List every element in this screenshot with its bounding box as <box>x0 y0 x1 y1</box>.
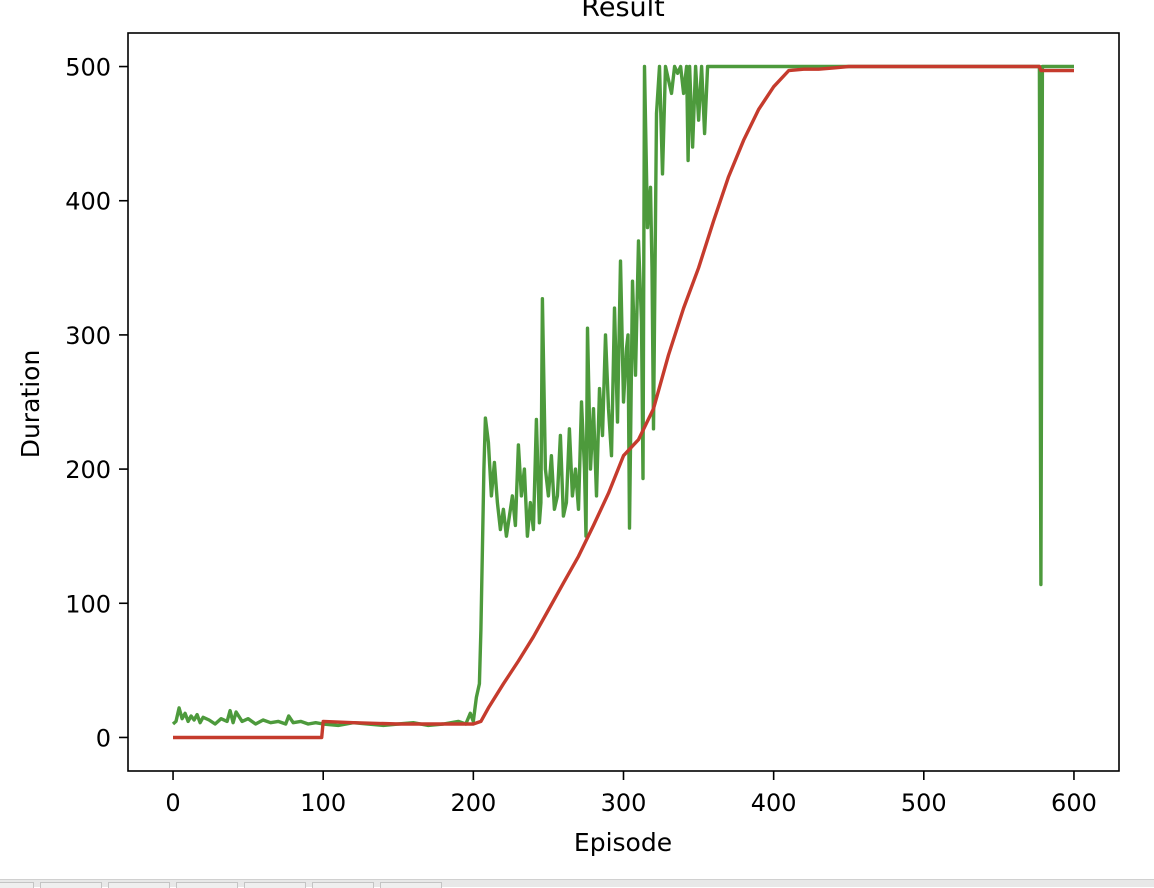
moving-average-line <box>173 64 1074 740</box>
x-tick-label: 100 <box>300 789 346 817</box>
y-tick-label: 500 <box>65 54 111 82</box>
toolbar-button[interactable] <box>176 882 238 888</box>
x-axis: 0 100 200 300 400 500 600 <box>165 771 1097 817</box>
x-tick-label: 200 <box>450 789 496 817</box>
y-tick-label: 0 <box>96 724 111 752</box>
x-tick-label: 300 <box>601 789 647 817</box>
x-axis-label: Episode <box>574 828 672 857</box>
toolbar-button[interactable] <box>40 882 102 888</box>
toolbar-button[interactable] <box>380 882 442 888</box>
chart-title: Result <box>581 0 664 23</box>
y-tick-label: 100 <box>65 590 111 618</box>
bottom-toolbar <box>0 879 1154 888</box>
duration-line <box>171 64 1074 728</box>
y-tick-label: 400 <box>65 188 111 216</box>
x-tick-label: 500 <box>901 789 947 817</box>
x-tick-label: 0 <box>165 789 180 817</box>
toolbar-button[interactable] <box>244 882 306 888</box>
y-tick-label: 200 <box>65 456 111 484</box>
series-layer <box>171 64 1074 740</box>
toolbar-button[interactable] <box>0 882 34 888</box>
toolbar-button[interactable] <box>312 882 374 888</box>
y-tick-label: 300 <box>65 322 111 350</box>
toolbar-button[interactable] <box>108 882 170 888</box>
y-axis: 0 100 200 300 400 500 <box>65 54 128 752</box>
x-tick-label: 600 <box>1051 789 1097 817</box>
y-axis-label: Duration <box>16 350 45 459</box>
x-tick-label: 400 <box>751 789 797 817</box>
